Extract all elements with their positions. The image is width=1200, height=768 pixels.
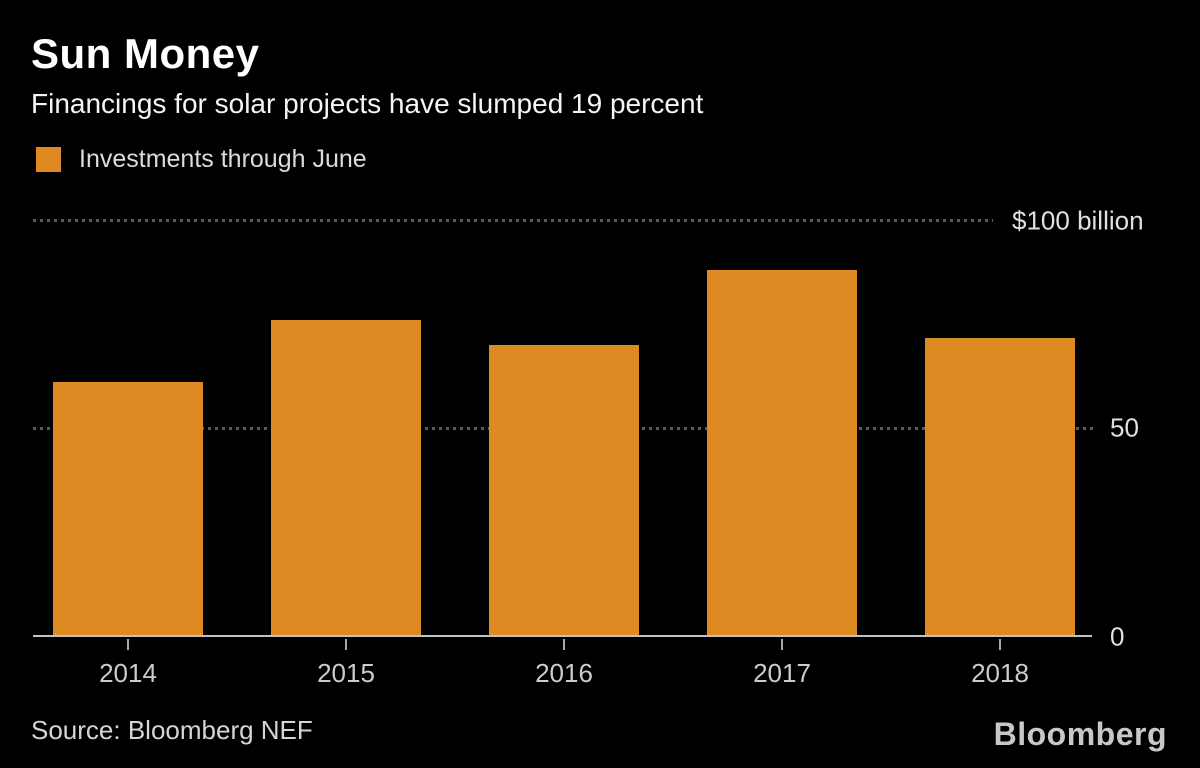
x-axis-label-2014: 2014 (99, 658, 157, 688)
x-axis-baseline (33, 635, 1092, 637)
x-axis-tick-2015 (345, 639, 347, 650)
x-axis-label-2015: 2015 (317, 658, 375, 688)
x-axis-label-2017: 2017 (753, 658, 811, 688)
legend-label: Investments through June (79, 145, 367, 173)
y-axis-label-0: 0 (1110, 621, 1125, 652)
bar-2017 (707, 270, 857, 636)
x-axis-label-2016: 2016 (535, 658, 593, 688)
x-axis-tick-2017 (781, 639, 783, 650)
legend-swatch-icon (36, 147, 61, 172)
bar-2015 (271, 320, 421, 636)
x-axis-tick-2018 (999, 639, 1001, 650)
x-axis-label-2018: 2018 (971, 658, 1029, 688)
bar-2016 (489, 345, 639, 636)
y-axis-label-50: 50 (1110, 412, 1139, 443)
x-axis-tick-2016 (563, 639, 565, 650)
x-axis-tick-2014 (127, 639, 129, 650)
legend: Investments through June (36, 147, 367, 172)
bloomberg-logo: Bloomberg (993, 716, 1167, 752)
y-axis-label-100: $100 billion (1012, 205, 1144, 236)
chart-subtitle: Financings for solar projects have slump… (31, 88, 704, 119)
source-text: Source: Bloomberg NEF (31, 715, 313, 745)
gridline-100 (33, 219, 993, 222)
chart-title: Sun Money (31, 30, 260, 77)
bar-2018 (925, 338, 1075, 636)
bar-2014 (53, 382, 203, 636)
